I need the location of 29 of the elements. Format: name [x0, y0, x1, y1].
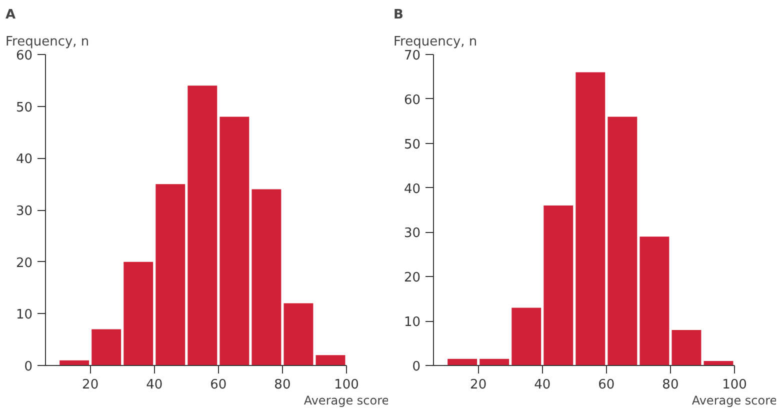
x-tick-label: 100 [334, 378, 359, 392]
y-tick-label: 50 [16, 100, 33, 116]
y-axis-title: Frequency, n [6, 34, 90, 50]
y-tick-label: 0 [24, 360, 33, 374]
y-tick-label: 10 [404, 315, 421, 330]
y-tick-label: 40 [404, 182, 421, 197]
y-tick-label: 10 [16, 308, 33, 323]
y-tick-label: 30 [404, 226, 421, 242]
x-tick-label: 40 [146, 378, 163, 392]
y-tick-label: 20 [16, 256, 33, 271]
y-tick-label: 50 [404, 137, 421, 152]
x-tick-label: 20 [470, 378, 487, 392]
x-tick-label: 60 [210, 378, 227, 392]
x-tick-label: 80 [662, 378, 679, 392]
x-tick-label: 40 [534, 378, 551, 392]
chart-title: A [6, 8, 16, 22]
chart-title: B [394, 8, 404, 22]
x-tick-label: 60 [598, 378, 615, 392]
x-tick-label: 100 [722, 378, 747, 392]
y-tick-label: 30 [16, 204, 33, 219]
y-tick-label: 70 [404, 48, 421, 64]
y-axis-title: Frequency, n [394, 34, 478, 50]
x-tick-label: 20 [82, 378, 99, 392]
y-tick-label: 60 [404, 92, 421, 108]
y-tick-label: 0 [412, 360, 421, 374]
y-tick-label: 60 [16, 48, 33, 64]
y-tick-label: 20 [404, 270, 421, 286]
y-tick-label: 40 [16, 152, 33, 168]
x-tick-label: 80 [274, 378, 291, 392]
